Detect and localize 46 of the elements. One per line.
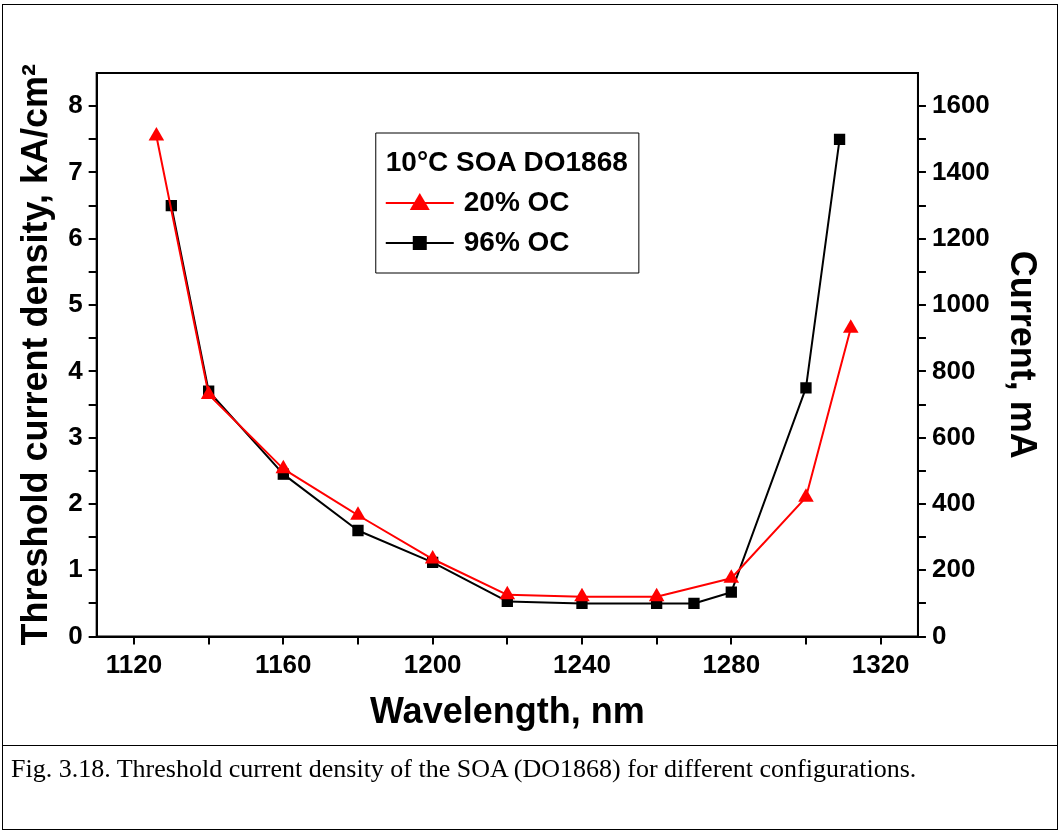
caption: Fig. 3.18. Threshold current density of the SOA (DO1868) for different configurations. bbox=[11, 754, 918, 784]
y2-tick-label: 1600 bbox=[931, 89, 990, 120]
point bbox=[424, 550, 441, 564]
point bbox=[800, 382, 812, 394]
point bbox=[688, 597, 700, 610]
x-axis-title: Wavelength, nm bbox=[369, 690, 645, 732]
point bbox=[352, 524, 364, 537]
point bbox=[499, 585, 516, 600]
y2-tick-label: 1000 bbox=[931, 288, 990, 319]
point bbox=[275, 459, 292, 474]
x-tick-label: 1120 bbox=[105, 649, 163, 680]
y-tick-label: 3 bbox=[68, 420, 83, 451]
point bbox=[574, 587, 590, 602]
x-tick-label: 1200 bbox=[403, 649, 462, 680]
legend-label: 96% OC bbox=[463, 225, 570, 257]
y-tick-label: 4 bbox=[68, 354, 84, 385]
point bbox=[350, 506, 366, 520]
point bbox=[148, 126, 165, 141]
y2-axis-title: Current, mA bbox=[1003, 250, 1045, 459]
x-tick-label: 1320 bbox=[851, 649, 910, 680]
y-tick-label: 6 bbox=[68, 221, 83, 252]
legend-label: 20% OC bbox=[463, 185, 570, 217]
y2-tick-label: 1400 bbox=[931, 155, 990, 186]
point bbox=[833, 133, 846, 145]
point bbox=[798, 488, 814, 502]
y-tick-label: 0 bbox=[68, 619, 83, 650]
y-tick-label: 5 bbox=[68, 288, 83, 319]
x-tick-label: 1240 bbox=[553, 649, 611, 680]
y-tick-label: 1 bbox=[68, 553, 83, 584]
x-tick-label: 1160 bbox=[255, 649, 312, 680]
y-tick-label: 7 bbox=[68, 155, 83, 186]
y2-tick-label: 1200 bbox=[931, 221, 990, 252]
y2-tick-label: 400 bbox=[931, 487, 976, 518]
point bbox=[723, 569, 740, 583]
y2-tick-label: 800 bbox=[931, 354, 976, 385]
legend-title: 10°C SOA DO1868 bbox=[385, 145, 628, 177]
y-tick-label: 2 bbox=[68, 487, 83, 518]
y2-tick-label: 200 bbox=[931, 553, 976, 584]
y-axis-title: Threshold current density, kA/cm² bbox=[13, 64, 55, 646]
point bbox=[842, 319, 859, 333]
y-tick-label: 8 bbox=[68, 89, 83, 120]
y2-tick-label: 0 bbox=[931, 619, 947, 650]
x-tick-label: 1280 bbox=[702, 649, 761, 680]
point bbox=[725, 586, 737, 598]
y2-tick-label: 600 bbox=[931, 420, 976, 451]
point bbox=[648, 587, 665, 602]
